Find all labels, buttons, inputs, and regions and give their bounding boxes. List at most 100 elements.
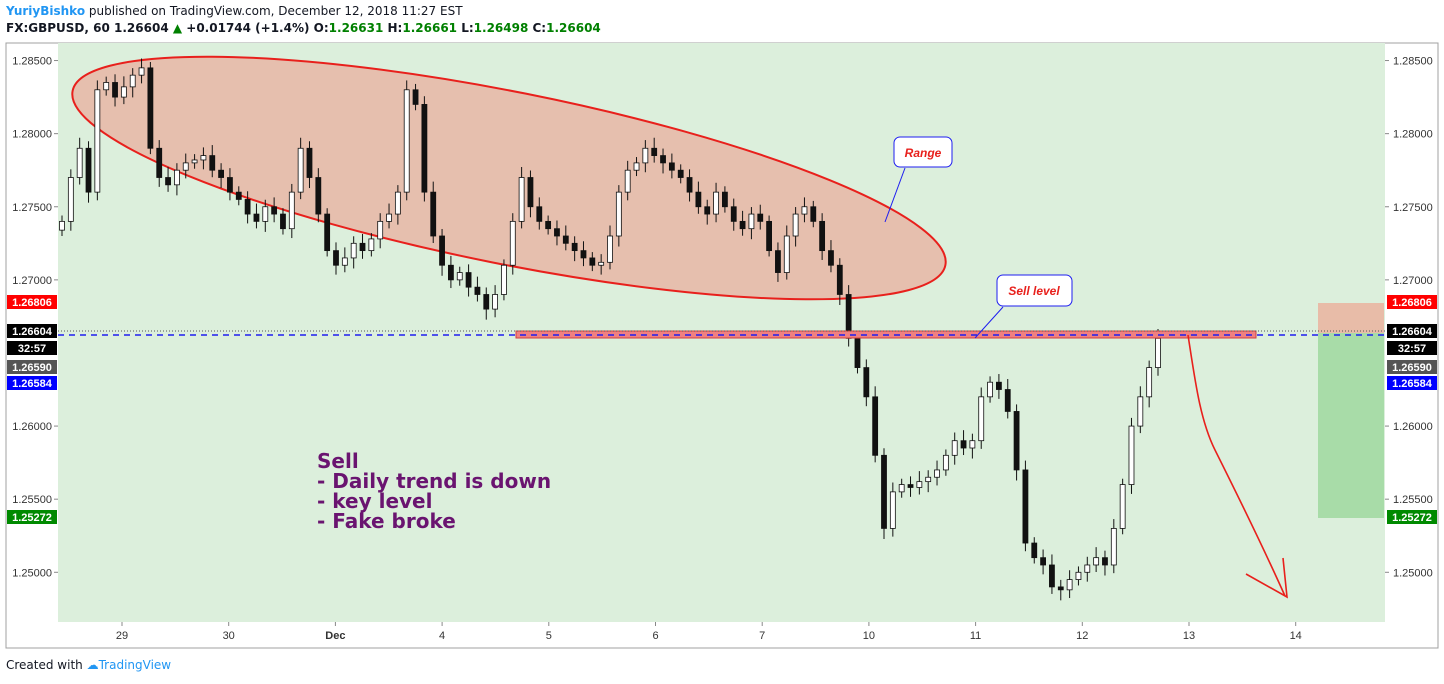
candle-up — [783, 235, 790, 273]
take-profit-zone[interactable] — [1318, 333, 1384, 518]
price-badge — [1387, 510, 1437, 524]
candle-down — [209, 155, 216, 171]
y-tick-label: 1.28000 — [12, 129, 52, 141]
candle-down — [872, 396, 879, 456]
candle-down — [359, 242, 366, 252]
candle-down — [483, 294, 490, 310]
range-ellipse[interactable] — [56, 6, 962, 349]
y-tick-label: 1.27000 — [12, 275, 52, 287]
price-badge-label: 1.26604 — [1392, 326, 1433, 338]
candle-down — [739, 220, 746, 230]
high-label: H: — [387, 21, 403, 35]
brand-link[interactable]: TradingView — [98, 658, 172, 672]
candle-up — [120, 86, 127, 98]
candle-up — [607, 235, 613, 263]
candle-down — [536, 206, 543, 222]
candle-down — [819, 220, 826, 252]
candle-down — [1040, 557, 1046, 566]
candle-down — [562, 235, 569, 244]
footer: Created with ☁TradingView — [6, 658, 171, 672]
x-tick-label: 5 — [546, 630, 552, 642]
candle-down — [766, 220, 772, 252]
candle-down — [686, 177, 693, 193]
price-badge-label: 1.26806 — [1392, 297, 1432, 309]
candle-up — [350, 242, 357, 259]
x-tick-label: 6 — [652, 630, 658, 642]
x-tick-label: 12 — [1076, 630, 1088, 642]
y-axis-left: 1.28500 1.28000 1.27500 1.27000 1.26000 1.255… — [12, 56, 58, 579]
candle-down — [439, 235, 445, 266]
publish-info: YuriyBishko published on TradingView.com… — [6, 4, 463, 18]
publish-text: published on TradingView.com, December 1… — [88, 4, 463, 18]
note-line: Sell — [317, 449, 359, 473]
y-axis-right: 1.28500 1.28000 1.27500 1.27000 1.26000 1.255… — [1385, 56, 1433, 579]
candle-down — [324, 213, 331, 252]
candle-up — [1155, 337, 1161, 368]
price-badge — [7, 295, 57, 309]
author-link[interactable]: YuriyBishko — [6, 4, 86, 18]
candle-up — [262, 206, 269, 222]
candle-down — [465, 272, 472, 288]
candle-down — [227, 177, 233, 193]
price-badge — [7, 510, 57, 524]
y-tick-label: 1.27500 — [12, 202, 52, 214]
candle-up — [59, 220, 65, 231]
candle-down — [695, 191, 702, 208]
candle-down — [235, 191, 242, 200]
y-tick-label: 1.26000 — [12, 421, 52, 433]
candle-down — [112, 82, 118, 98]
created-text: Created with — [6, 658, 83, 672]
y-tick-label: 1.28000 — [1393, 129, 1433, 141]
price-badge — [7, 376, 57, 390]
y-tick-label: 1.26000 — [1393, 421, 1433, 433]
candle-down — [271, 206, 278, 215]
x-tick-label: Dec — [325, 630, 345, 642]
candle-up — [916, 481, 923, 488]
candle-down — [280, 213, 286, 230]
price-badge-label: 1.25272 — [1392, 512, 1432, 524]
candle-down — [527, 177, 534, 208]
price-badge-label: 1.26590 — [12, 362, 52, 374]
candles — [59, 58, 1161, 601]
price-badge — [1387, 295, 1437, 309]
candle-up — [67, 177, 74, 222]
y-tick-label: 1.27000 — [1393, 275, 1433, 287]
candle-down — [863, 367, 870, 398]
stop-loss-zone[interactable] — [1318, 303, 1384, 333]
candle-down — [165, 177, 171, 186]
candle-up — [1119, 484, 1126, 529]
candle-up — [898, 484, 905, 493]
price-badge — [1387, 360, 1437, 374]
candle-down — [1057, 586, 1064, 591]
x-tick-label: 29 — [116, 630, 128, 642]
range-callout-box[interactable] — [893, 136, 953, 168]
candle-up — [801, 206, 808, 215]
candle-up — [138, 67, 145, 76]
y-tick-label: 1.28500 — [1393, 56, 1433, 68]
candle-down — [448, 264, 454, 281]
price-badge-label: 1.26806 — [12, 297, 52, 309]
sell-level-callout-box[interactable] — [996, 274, 1073, 307]
candle-down — [810, 206, 817, 222]
y-tick-label: 1.25000 — [1393, 567, 1433, 579]
candle-up — [934, 469, 940, 478]
candle-up — [1075, 571, 1082, 580]
candle-up — [987, 381, 993, 398]
candle-down — [1004, 389, 1011, 412]
price-badges-right: 1.26806 1.26604 32:57 1.26590 1.26584 1.25272 — [1387, 295, 1437, 524]
candle-down — [828, 250, 834, 266]
candle-up — [889, 491, 896, 529]
candle-up — [1110, 528, 1117, 566]
candle-down — [996, 381, 1002, 390]
x-tick-label: 30 — [223, 630, 235, 642]
candle-down — [474, 286, 481, 295]
candle-up — [368, 238, 375, 252]
candle-down — [147, 67, 154, 149]
candle-down — [253, 213, 260, 222]
candle-up — [341, 257, 348, 266]
candle-down — [1049, 564, 1055, 588]
candle-down — [668, 162, 675, 171]
symbol-label: FX:GBPUSD, 60 — [6, 21, 110, 35]
candle-up — [951, 440, 958, 456]
